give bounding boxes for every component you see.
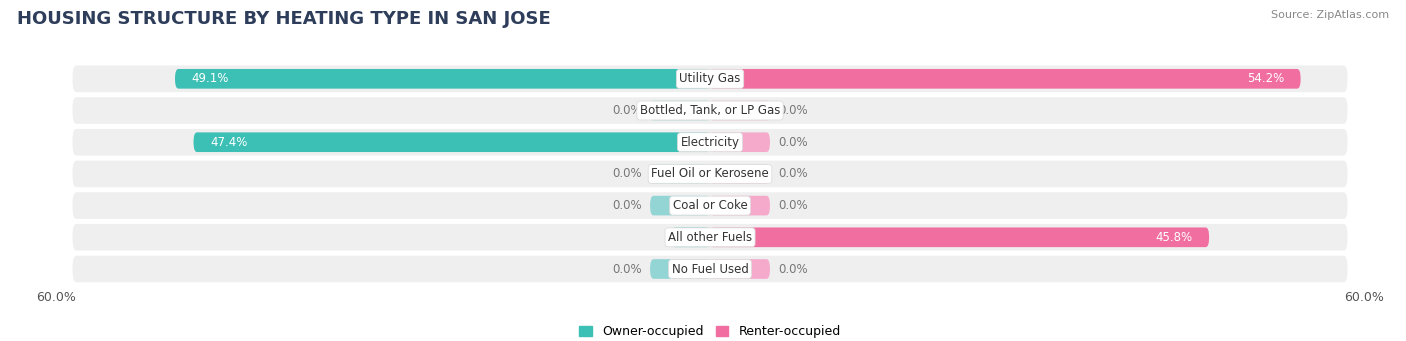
Text: 0.0%: 0.0% (612, 104, 641, 117)
Text: Bottled, Tank, or LP Gas: Bottled, Tank, or LP Gas (640, 104, 780, 117)
Text: 45.8%: 45.8% (1156, 231, 1192, 244)
FancyBboxPatch shape (650, 259, 710, 279)
Text: 0.0%: 0.0% (779, 104, 808, 117)
Text: 0.0%: 0.0% (779, 263, 808, 276)
FancyBboxPatch shape (73, 161, 1347, 187)
FancyBboxPatch shape (710, 164, 770, 184)
FancyBboxPatch shape (710, 101, 770, 120)
FancyBboxPatch shape (73, 97, 1347, 124)
FancyBboxPatch shape (73, 224, 1347, 251)
FancyBboxPatch shape (73, 65, 1347, 92)
Text: 49.1%: 49.1% (191, 72, 229, 85)
FancyBboxPatch shape (650, 101, 710, 120)
FancyBboxPatch shape (710, 132, 770, 152)
Text: 0.0%: 0.0% (612, 167, 641, 180)
Text: Fuel Oil or Kerosene: Fuel Oil or Kerosene (651, 167, 769, 180)
FancyBboxPatch shape (650, 196, 710, 216)
Text: Source: ZipAtlas.com: Source: ZipAtlas.com (1271, 10, 1389, 20)
Text: Utility Gas: Utility Gas (679, 72, 741, 85)
Text: 0.0%: 0.0% (612, 199, 641, 212)
FancyBboxPatch shape (73, 192, 1347, 219)
Text: Coal or Coke: Coal or Coke (672, 199, 748, 212)
FancyBboxPatch shape (710, 227, 1209, 247)
Text: 54.2%: 54.2% (1247, 72, 1284, 85)
Text: Electricity: Electricity (681, 136, 740, 149)
FancyBboxPatch shape (194, 132, 710, 152)
FancyBboxPatch shape (650, 164, 710, 184)
FancyBboxPatch shape (73, 129, 1347, 155)
Text: HOUSING STRUCTURE BY HEATING TYPE IN SAN JOSE: HOUSING STRUCTURE BY HEATING TYPE IN SAN… (17, 10, 551, 28)
FancyBboxPatch shape (710, 196, 770, 216)
FancyBboxPatch shape (672, 227, 710, 247)
Text: 0.0%: 0.0% (779, 136, 808, 149)
FancyBboxPatch shape (710, 259, 770, 279)
FancyBboxPatch shape (73, 256, 1347, 282)
Text: No Fuel Used: No Fuel Used (672, 263, 748, 276)
Text: 0.0%: 0.0% (779, 199, 808, 212)
Text: 0.0%: 0.0% (779, 167, 808, 180)
FancyBboxPatch shape (710, 69, 1301, 89)
Text: 47.4%: 47.4% (209, 136, 247, 149)
Text: All other Fuels: All other Fuels (668, 231, 752, 244)
Legend: Owner-occupied, Renter-occupied: Owner-occupied, Renter-occupied (575, 320, 845, 341)
Text: 3.5%: 3.5% (689, 231, 718, 244)
Text: 0.0%: 0.0% (612, 263, 641, 276)
FancyBboxPatch shape (174, 69, 710, 89)
